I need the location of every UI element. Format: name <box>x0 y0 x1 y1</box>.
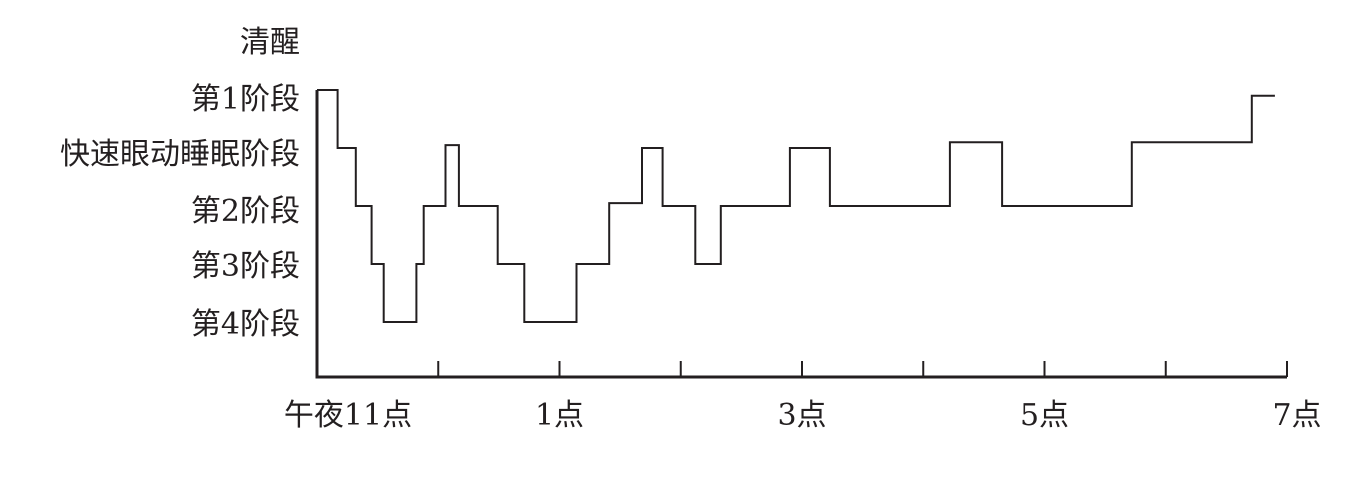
y-axis-labels: 第4阶段 第3阶段 第2阶段 快速眼动睡眠阶段 第1阶段 清醒 <box>60 25 300 342</box>
y-tick-label: 清醒 <box>240 25 300 60</box>
x-tick-label: 5点 <box>1020 398 1069 433</box>
y-tick-label: 第3阶段 <box>191 249 300 284</box>
x-tick-label: 3点 <box>777 398 826 433</box>
series <box>317 89 1275 323</box>
x-tick-label: 午夜11点 <box>284 398 412 433</box>
sleep-stage-series-line <box>317 89 1275 323</box>
y-tick-label: 第1阶段 <box>191 82 300 117</box>
y-tick-label: 第4阶段 <box>191 307 300 342</box>
y-tick-label: 快速眼动睡眠阶段 <box>60 137 300 172</box>
y-tick-label: 第2阶段 <box>191 194 300 229</box>
axes <box>315 90 1288 379</box>
x-axis-labels: 午夜11点 1点 3点 5点 7点 <box>284 398 1322 433</box>
x-tick-label: 7点 <box>1272 398 1321 433</box>
x-tick-label: 1点 <box>535 398 584 433</box>
